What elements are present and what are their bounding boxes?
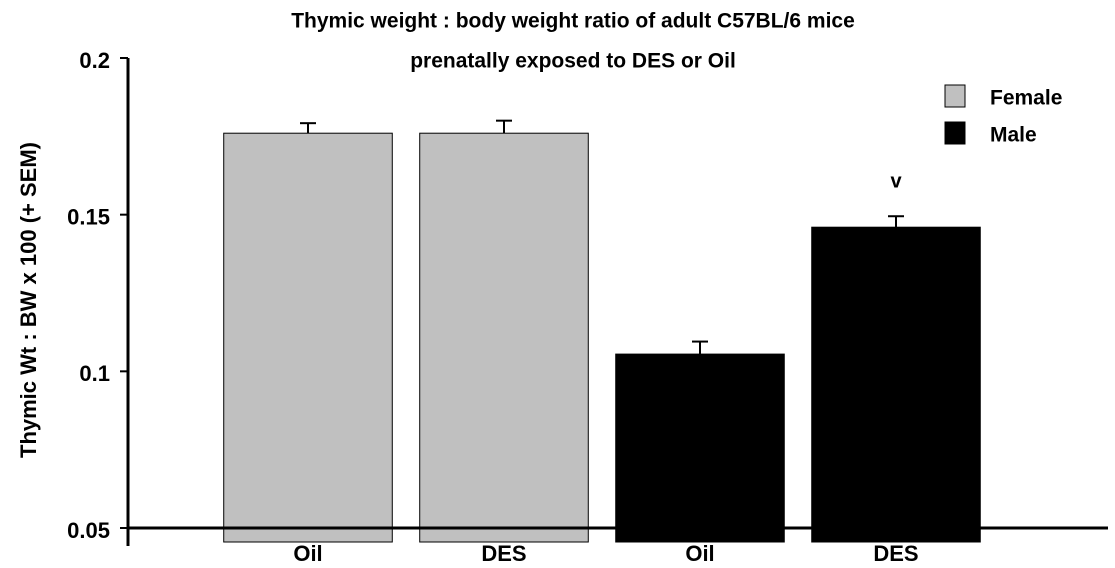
chart-title: Thymic weight : body weight ratio of adu… bbox=[291, 10, 855, 33]
y-axis-label: Thymic Wt : BW x 100 (+ SEM) bbox=[16, 142, 41, 458]
chart-title: prenatally exposed to DES or Oil bbox=[410, 50, 736, 73]
annotation: v bbox=[890, 170, 902, 192]
y-tick-label: 0.2 bbox=[79, 48, 110, 73]
legend-label: Female bbox=[990, 87, 1062, 110]
bar bbox=[811, 226, 981, 543]
x-tick-label: Oil bbox=[685, 541, 714, 566]
x-tick-label: Oil bbox=[293, 541, 322, 566]
y-tick-label: 0.1 bbox=[79, 361, 110, 386]
x-tick-label: DES bbox=[481, 541, 526, 566]
y-tick-label: 0.05 bbox=[67, 518, 110, 543]
legend-swatch bbox=[944, 121, 966, 145]
y-tick-label: 0.15 bbox=[67, 204, 110, 229]
x-tick-label: DES bbox=[873, 541, 918, 566]
bar bbox=[419, 132, 589, 543]
bar bbox=[615, 353, 785, 543]
legend-swatch bbox=[944, 84, 966, 108]
bar bbox=[223, 132, 393, 543]
legend-label: Male bbox=[990, 124, 1037, 147]
